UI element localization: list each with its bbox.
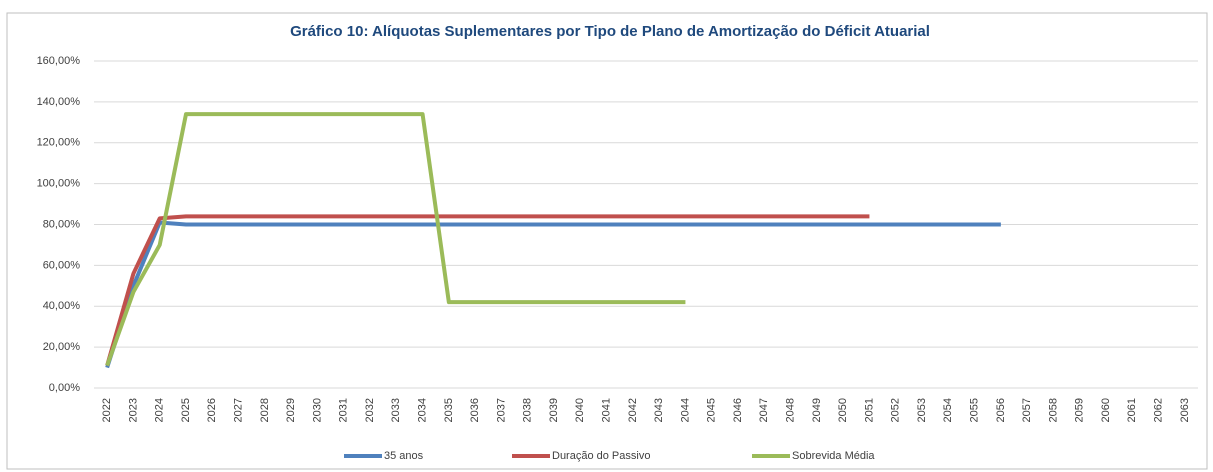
x-tick-label: 2063 — [1179, 398, 1191, 422]
legend-label: Sobrevida Média — [792, 450, 875, 462]
x-tick-label: 2038 — [522, 398, 534, 422]
chart-border — [6, 12, 1208, 470]
x-tick-label: 2031 — [338, 398, 350, 422]
x-tick-label: 2034 — [416, 398, 428, 422]
series-line — [105, 220, 1001, 369]
x-tick-label: 2045 — [706, 398, 718, 422]
y-tick-label: 80,00% — [43, 218, 81, 230]
x-tick-label: 2052 — [890, 398, 902, 422]
x-tick-label: 2032 — [364, 398, 376, 422]
y-tick-label: 140,00% — [37, 96, 81, 108]
x-tick-label: 2023 — [127, 398, 139, 422]
x-tick-label: 2062 — [1152, 398, 1164, 422]
x-tick-label: 2061 — [1126, 398, 1138, 422]
y-tick-label: 40,00% — [43, 300, 81, 312]
y-tick-label: 60,00% — [43, 259, 81, 271]
x-tick-label: 2029 — [285, 398, 297, 422]
x-tick-label: 2057 — [1021, 398, 1033, 422]
y-tick-label: 0,00% — [49, 382, 80, 394]
x-tick-label: 2060 — [1100, 398, 1112, 422]
x-tick-label: 2050 — [837, 398, 849, 422]
x-tick-label: 2026 — [206, 398, 218, 422]
x-tick-label: 2039 — [548, 398, 560, 422]
y-tick-label: 160,00% — [37, 55, 81, 67]
x-tick-label: 2035 — [443, 398, 455, 422]
x-tick-label: 2043 — [653, 398, 665, 422]
x-tick-label: 2028 — [259, 398, 271, 422]
y-tick-label: 100,00% — [37, 178, 81, 190]
x-tick-label: 2024 — [154, 398, 166, 422]
x-tick-label: 2047 — [758, 398, 770, 422]
legend-label: 35 anos — [384, 450, 424, 462]
series-line — [105, 214, 870, 367]
x-tick-label: 2049 — [811, 398, 823, 422]
x-tick-label: 2030 — [311, 398, 323, 422]
x-tick-label: 2022 — [101, 398, 113, 422]
x-tick-label: 2041 — [600, 398, 612, 422]
x-tick-label: 2037 — [495, 398, 507, 422]
x-tick-label: 2033 — [390, 398, 402, 422]
x-tick-label: 2040 — [574, 398, 586, 422]
x-tick-label: 2058 — [1047, 398, 1059, 422]
x-tick-label: 2054 — [942, 398, 954, 422]
series-line — [105, 112, 686, 367]
x-tick-label: 2042 — [627, 398, 639, 422]
chart-title: Gráfico 10: Alíquotas Suplementares por … — [290, 23, 930, 40]
legend-label: Duração do Passivo — [552, 450, 650, 462]
x-tick-label: 2036 — [469, 398, 481, 422]
x-tick-label: 2027 — [232, 398, 244, 422]
x-tick-label: 2046 — [732, 398, 744, 422]
x-tick-label: 2025 — [180, 398, 192, 422]
x-tick-label: 2048 — [784, 398, 796, 422]
x-tick-label: 2051 — [863, 398, 875, 422]
x-tick-label: 2053 — [916, 398, 928, 422]
x-tick-label: 2055 — [968, 398, 980, 422]
x-tick-label: 2056 — [995, 398, 1007, 422]
y-tick-label: 20,00% — [43, 341, 81, 353]
y-tick-label: 120,00% — [37, 137, 81, 149]
x-tick-label: 2044 — [679, 398, 691, 422]
x-tick-label: 2059 — [1074, 398, 1086, 422]
